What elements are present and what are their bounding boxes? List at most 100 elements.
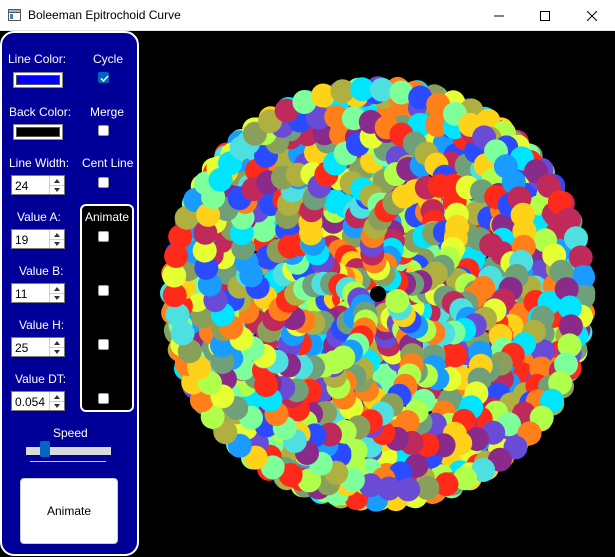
arrow-up-icon — [54, 394, 60, 399]
value-dt-up-button[interactable] — [50, 392, 64, 402]
curve-dot — [369, 77, 394, 102]
value-dt-down-button[interactable] — [50, 401, 64, 410]
curve-dot — [377, 476, 402, 501]
cent-line-label: Cent Line — [82, 156, 134, 170]
close-button[interactable] — [569, 0, 615, 31]
close-icon — [587, 10, 597, 21]
merge-label: Merge — [90, 105, 125, 119]
curve-dot — [292, 90, 317, 114]
curve-dot — [568, 245, 593, 270]
value-b-up-button[interactable] — [50, 284, 64, 294]
curve-dot — [168, 224, 193, 249]
curve-dot — [389, 80, 414, 105]
animate-button-label: Animate — [46, 504, 92, 518]
curve-dots — [160, 76, 596, 512]
arrow-up-icon — [54, 286, 60, 291]
curve-dot — [571, 265, 596, 290]
animate-button[interactable]: Animate — [20, 478, 118, 544]
animate-b-checkbox[interactable] — [98, 285, 109, 296]
line-width-label: Line Width: — [9, 156, 70, 170]
arrow-up-icon — [54, 340, 60, 345]
curve-dot — [434, 472, 459, 497]
app-icon — [8, 9, 21, 21]
line-color-swatch[interactable] — [13, 72, 63, 88]
value-a-value[interactable]: 19 — [15, 233, 29, 247]
curve-dot — [554, 277, 579, 302]
animate-group-label: Animate — [85, 210, 130, 224]
line-color-label: Line Color: — [8, 52, 67, 66]
curve-dot — [193, 220, 218, 245]
curve-dot — [192, 238, 217, 263]
curve-dot — [165, 302, 190, 327]
value-h-up-button[interactable] — [50, 338, 64, 348]
curve-dot — [164, 244, 189, 268]
curve-dot — [425, 113, 450, 137]
curve-dot — [531, 339, 555, 364]
arrow-down-icon — [54, 349, 60, 354]
arrow-down-icon — [54, 295, 60, 300]
curve-dot — [162, 283, 187, 308]
curve-dot — [557, 207, 581, 232]
curve-dot — [396, 477, 421, 502]
merge-checkbox[interactable] — [98, 125, 109, 136]
arrow-down-icon — [54, 241, 60, 246]
curve-dot — [557, 295, 582, 320]
maximize-icon — [540, 10, 550, 21]
curve-dot — [415, 476, 440, 500]
animate-group — [80, 204, 134, 412]
value-b-value[interactable]: 11 — [15, 287, 28, 301]
cycle-checkbox[interactable] — [98, 72, 109, 83]
line-color-fill — [16, 75, 60, 85]
speed-slider-track[interactable] — [26, 447, 111, 455]
curve-dot — [330, 79, 355, 104]
speed-label: Speed — [53, 426, 88, 440]
value-b-spinner[interactable]: 11 — [11, 283, 65, 303]
curve-dot — [350, 77, 375, 102]
curve-dot — [194, 255, 219, 280]
value-a-label: Value A: — [17, 210, 61, 224]
value-a-up-button[interactable] — [50, 230, 64, 240]
back-color-fill — [16, 127, 60, 137]
curve-dot — [471, 458, 496, 482]
curve-dot — [297, 468, 322, 493]
title-bar: Boleeman Epitrochoid Curve — [0, 0, 615, 31]
value-h-spinner[interactable]: 25 — [11, 337, 65, 357]
arrow-up-icon — [54, 232, 60, 237]
curve-dot — [385, 289, 410, 313]
cent-line-checkbox[interactable] — [98, 177, 109, 188]
line-width-up-button[interactable] — [50, 176, 64, 186]
curve-dot — [548, 371, 573, 395]
curve-dot — [554, 352, 578, 377]
line-width-down-button[interactable] — [50, 185, 64, 194]
back-color-swatch[interactable] — [13, 124, 63, 140]
value-b-down-button[interactable] — [50, 293, 64, 302]
minimize-button[interactable] — [476, 0, 522, 31]
check-icon — [100, 75, 109, 83]
curve-dot — [324, 104, 349, 129]
line-width-value[interactable]: 24 — [15, 179, 29, 193]
curve-dot — [162, 263, 187, 288]
animate-dt-checkbox[interactable] — [98, 393, 109, 404]
curve-dot — [306, 105, 331, 130]
speed-slider-thumb[interactable] — [39, 441, 50, 457]
maximize-button[interactable] — [522, 0, 568, 31]
animate-h-checkbox[interactable] — [98, 339, 109, 350]
epitrochoid-canvas — [160, 76, 596, 512]
curve-dot — [408, 85, 433, 110]
value-a-spinner[interactable]: 19 — [11, 229, 65, 249]
value-dt-value[interactable]: 0.054 — [15, 395, 46, 409]
arrow-down-icon — [54, 187, 60, 192]
speed-slider-ticks — [30, 461, 106, 466]
curve-dot — [278, 463, 303, 487]
value-h-down-button[interactable] — [50, 347, 64, 356]
value-dt-label: Value DT: — [15, 372, 67, 386]
value-h-value[interactable]: 25 — [15, 341, 29, 355]
value-a-down-button[interactable] — [50, 239, 64, 248]
arrow-down-icon — [54, 403, 60, 408]
centre-point — [370, 286, 386, 302]
value-dt-spinner[interactable]: 0.054 — [11, 391, 65, 411]
animate-a-checkbox[interactable] — [98, 231, 109, 242]
curve-dot — [311, 83, 336, 108]
line-width-spinner[interactable]: 24 — [11, 175, 65, 195]
curve-dot — [210, 350, 235, 375]
